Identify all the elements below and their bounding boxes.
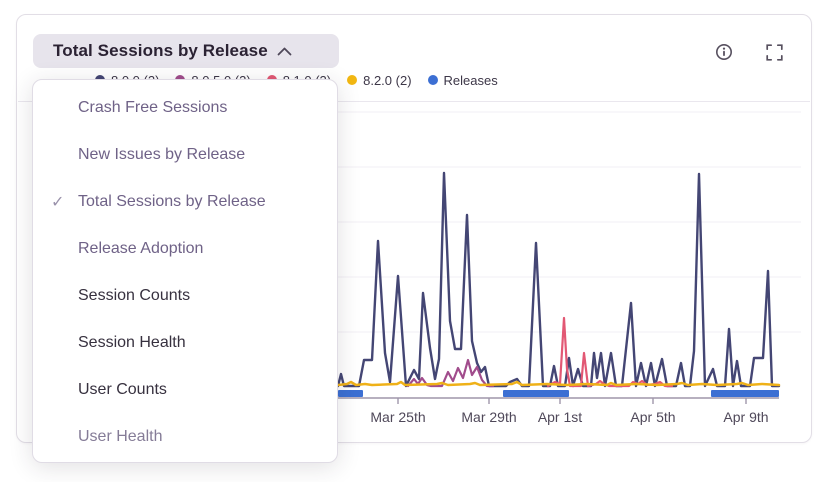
dropdown-item-label: Crash Free Sessions: [78, 98, 228, 116]
widget-header-actions: [715, 43, 783, 61]
x-axis-label: Apr 5th: [630, 409, 676, 425]
dropdown-item-user-health[interactable]: User Health: [33, 413, 337, 460]
dropdown-item-total-sessions-by-release[interactable]: ✓ Total Sessions by Release: [33, 178, 337, 225]
info-icon[interactable]: [715, 43, 733, 61]
fullscreen-icon[interactable]: [765, 43, 783, 61]
legend-label: Releases: [443, 72, 498, 88]
sessions-chart-svg: [336, 111, 801, 404]
dropdown-item-label: Release Adoption: [78, 239, 204, 257]
dropdown-item-new-issues-by-release[interactable]: New Issues by Release: [33, 131, 337, 178]
widget-title: Total Sessions by Release: [53, 41, 268, 60]
legend-item[interactable]: Releases: [427, 72, 498, 88]
dropdown-item-label: Session Counts: [78, 286, 191, 304]
dropdown-item-crash-free-sessions[interactable]: Crash Free Sessions: [33, 84, 337, 131]
dropdown-item-session-health[interactable]: Session Health: [33, 319, 337, 366]
legend-dot-icon: [427, 75, 438, 85]
dropdown-item-label: Session Health: [78, 333, 186, 351]
header-divider: [18, 101, 810, 102]
widget-title-dropdown-button[interactable]: Total Sessions by Release: [33, 34, 339, 68]
dropdown-item-label: New Issues by Release: [78, 145, 246, 163]
dropdown-item-release-adoption[interactable]: Release Adoption: [33, 225, 337, 272]
x-axis-label: Mar 25th: [370, 409, 426, 425]
display-options-dropdown: Crash Free Sessions New Issues by Release…: [32, 79, 338, 463]
legend-dot-icon: [347, 75, 358, 85]
dropdown-item-session-counts[interactable]: Session Counts: [33, 272, 337, 319]
x-axis-labels: Mar 25th Mar 29th Apr 1st Apr 5th Apr 9th: [17, 409, 813, 429]
dropdown-item-user-counts[interactable]: User Counts: [33, 366, 337, 413]
x-axis-label: Apr 1st: [537, 409, 583, 425]
dropdown-item-label: User Counts: [78, 380, 167, 398]
dropdown-item-label: Total Sessions by Release: [78, 192, 266, 210]
check-icon: ✓: [51, 193, 65, 211]
dropdown-item-label: User Health: [78, 427, 163, 445]
x-axis-label: Apr 9th: [723, 409, 769, 425]
chevron-up-icon: [277, 47, 292, 55]
legend-item[interactable]: 8.2.0 (2): [347, 72, 412, 88]
x-axis-label: Mar 29th: [461, 409, 517, 425]
legend-label: 8.2.0 (2): [363, 72, 412, 88]
sessions-chart: [336, 101, 801, 431]
